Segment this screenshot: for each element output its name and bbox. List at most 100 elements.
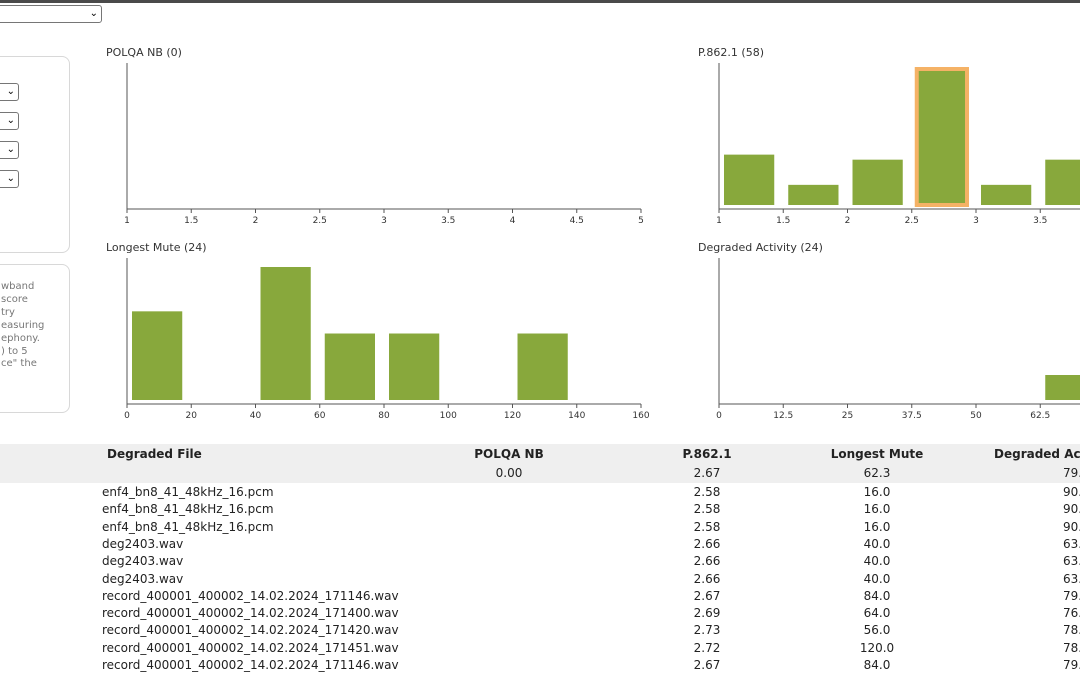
x-tick-label: 2.5 <box>313 216 327 226</box>
table-row[interactable]: enf4_bn8_41_48kHz_16.pcm 2.58 16.0 90. <box>0 485 1080 502</box>
cell-longest-mute: 16.0 <box>863 485 891 499</box>
cell-p862: 2.69 <box>693 606 721 621</box>
table-header: Degraded File POLQA NB P.862.1 Longest M… <box>0 444 1080 483</box>
x-tick-label: 62.5 <box>1030 411 1050 421</box>
histogram-longest-mute: 0 20 40 60 80 100 120 140 160 <box>124 258 650 421</box>
top-border <box>0 0 1080 3</box>
cell-p862: 2.58 <box>693 519 721 534</box>
column-header-polqa-nb[interactable]: POLQA NB <box>474 447 544 461</box>
cell-degraded-activity: 79. <box>1063 658 1080 672</box>
x-tick-label: 5 <box>638 216 644 226</box>
cell-longest-mute: 56.0 <box>863 623 891 638</box>
x-tick-label: 2 <box>253 216 259 226</box>
filter-select-3[interactable]: ⌄ <box>0 141 19 159</box>
histogram-bar[interactable] <box>132 311 183 400</box>
histogram-bar-selected[interactable] <box>914 67 969 207</box>
table-row[interactable]: enf4_bn8_41_48kHz_16.pcm 2.58 16.0 90. <box>0 502 1080 519</box>
histogram-bar[interactable] <box>1045 375 1080 400</box>
info-panel: wband score try easuring ephony. ) to 5 … <box>0 264 70 413</box>
cell-degraded-activity: 76. <box>1063 606 1080 621</box>
x-tick-label: 12.5 <box>773 411 793 421</box>
chart-title-polqa-nb: POLQA NB (0) <box>106 46 182 59</box>
x-tick-label: 3.5 <box>441 216 455 226</box>
summary-polqa-nb: 0.00 <box>495 466 523 480</box>
chevron-down-icon: ⌄ <box>89 8 98 19</box>
chevron-down-icon: ⌄ <box>6 173 15 184</box>
histogram-bar[interactable] <box>724 154 775 205</box>
cell-degraded-activity: 79. <box>1063 588 1080 603</box>
x-tick-label: 25 <box>842 411 853 421</box>
table-row[interactable]: deg2403.wav 2.66 40.0 63. <box>0 537 1080 554</box>
chevron-down-icon: ⌄ <box>6 86 15 97</box>
table-row[interactable]: record_400001_400002_14.02.2024_171400.w… <box>0 606 1080 623</box>
cell-degraded-file: record_400001_400002_14.02.2024_171146.w… <box>102 588 399 603</box>
cell-longest-mute: 16.0 <box>863 502 891 517</box>
histogram-bar[interactable] <box>1045 159 1080 205</box>
cell-degraded-activity: 90. <box>1063 502 1080 517</box>
cell-longest-mute: 120.0 <box>859 640 895 655</box>
cell-degraded-file: record_400001_400002_14.02.2024_171146.w… <box>102 658 399 672</box>
filter-panel: ⌄ ⌄ ⌄ ⌄ <box>0 56 70 253</box>
histogram-bar[interactable] <box>389 333 440 401</box>
histogram-p862: 1 1.5 2 2.5 3 3.5 <box>716 63 1080 226</box>
column-header-p862[interactable]: P.862.1 <box>682 447 732 461</box>
x-tick-label: 37.5 <box>902 411 922 421</box>
x-tick-label: 1.5 <box>184 216 198 226</box>
cell-degraded-activity: 63. <box>1063 554 1080 569</box>
table-row[interactable]: deg2403.wav 2.66 40.0 63. <box>0 572 1080 589</box>
filter-select-2[interactable]: ⌄ <box>0 112 19 130</box>
x-tick-label: 140 <box>568 411 585 421</box>
histogram-bar[interactable] <box>517 333 568 401</box>
summary-longest-mute: 62.3 <box>863 466 891 480</box>
cell-p862: 2.58 <box>693 485 721 499</box>
cell-longest-mute: 64.0 <box>863 606 891 621</box>
file-select-dropdown[interactable]: ⌄ <box>0 5 102 23</box>
x-tick-label: 60 <box>314 411 326 421</box>
column-header-longest-mute[interactable]: Longest Mute <box>830 447 924 461</box>
histogram-bar[interactable] <box>260 267 311 400</box>
histogram-degraded-activity: 0 12.5 25 37.5 50 62.5 <box>716 258 1080 421</box>
x-tick-label: 1 <box>716 216 722 226</box>
cell-longest-mute: 40.0 <box>863 571 891 586</box>
x-tick-label: 0 <box>124 411 130 421</box>
x-tick-label: 120 <box>504 411 521 421</box>
cell-degraded-activity: 63. <box>1063 536 1080 551</box>
x-tick-label: 80 <box>378 411 390 421</box>
histogram-polqa-nb: 1 1.5 2 2.5 3 3.5 4 4.5 5 <box>124 63 644 226</box>
histogram-bar[interactable] <box>852 159 903 205</box>
cell-p862: 2.66 <box>693 554 721 569</box>
x-tick-label: 4.5 <box>570 216 584 226</box>
histogram-bar[interactable] <box>981 184 1032 205</box>
cell-p862: 2.66 <box>693 571 721 586</box>
cell-degraded-file: enf4_bn8_41_48kHz_16.pcm <box>102 485 274 499</box>
table-row[interactable]: enf4_bn8_41_48kHz_16.pcm 2.58 16.0 90. <box>0 520 1080 537</box>
cell-p862: 2.73 <box>693 623 721 638</box>
cell-degraded-file: record_400001_400002_14.02.2024_171420.w… <box>102 623 399 638</box>
summary-p862: 2.67 <box>693 466 721 480</box>
x-tick-label: 20 <box>186 411 198 421</box>
summary-degraded-activity: 79.6 <box>1063 466 1080 480</box>
x-tick-label: 40 <box>250 411 262 421</box>
cell-degraded-file: record_400001_400002_14.02.2024_171400.w… <box>102 606 399 621</box>
x-tick-label: 3 <box>381 216 387 226</box>
filter-select-1[interactable]: ⌄ <box>0 83 19 101</box>
x-tick-label: 160 <box>632 411 649 421</box>
column-header-degraded-file[interactable]: Degraded File <box>107 447 202 461</box>
column-header-degraded-activity[interactable]: Degraded Act <box>994 447 1080 461</box>
x-tick-label: 3.5 <box>1033 216 1047 226</box>
table-row[interactable]: record_400001_400002_14.02.2024_171146.w… <box>0 658 1080 675</box>
x-tick-label: 3 <box>973 216 979 226</box>
cell-degraded-file: enf4_bn8_41_48kHz_16.pcm <box>102 519 274 534</box>
table-row[interactable]: record_400001_400002_14.02.2024_171420.w… <box>0 623 1080 640</box>
table-row[interactable]: record_400001_400002_14.02.2024_171146.w… <box>0 589 1080 606</box>
filter-select-4[interactable]: ⌄ <box>0 170 19 188</box>
histogram-bar[interactable] <box>324 333 375 401</box>
x-tick-label: 4 <box>510 216 516 226</box>
cell-p862: 2.58 <box>693 502 721 517</box>
chart-title-degraded-activity: Degraded Activity (24) <box>698 241 823 254</box>
cell-longest-mute: 40.0 <box>863 536 891 551</box>
table-row[interactable]: record_400001_400002_14.02.2024_171451.w… <box>0 641 1080 658</box>
cell-p862: 2.72 <box>693 640 721 655</box>
histogram-bar[interactable] <box>788 184 839 205</box>
table-row[interactable]: deg2403.wav 2.66 40.0 63. <box>0 554 1080 571</box>
